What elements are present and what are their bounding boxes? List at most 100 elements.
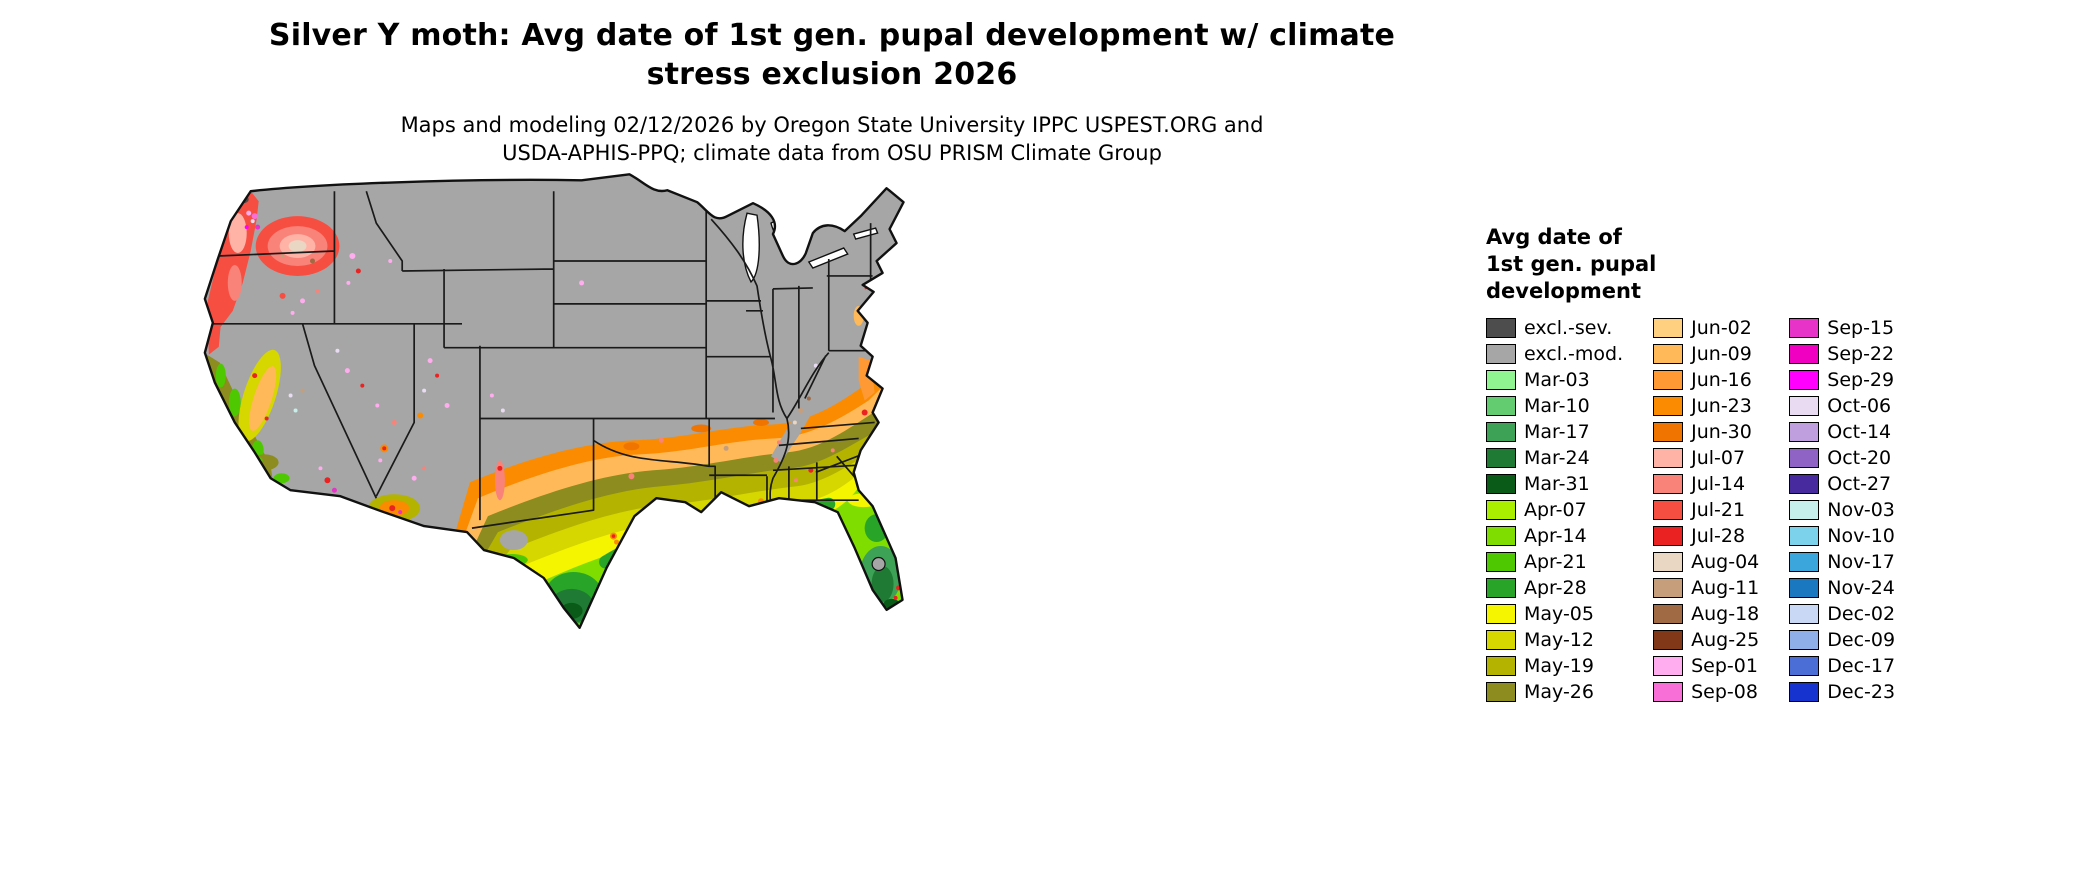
legend-entry: Jun-23 [1653, 393, 1759, 419]
pacific-northwest-zone [207, 191, 585, 327]
legend-swatch [1486, 577, 1516, 598]
legend-entry: Jul-28 [1653, 523, 1759, 549]
appalachian-exclusion-tongue [770, 378, 827, 463]
legend-entry: Sep-29 [1789, 367, 1895, 393]
legend-swatch [1789, 395, 1820, 416]
legend-entry: Nov-24 [1789, 575, 1895, 601]
state-borders [207, 190, 875, 529]
legend-entry: Mar-17 [1486, 419, 1623, 445]
legend-label: Jun-16 [1691, 368, 1752, 391]
legend-swatch [1486, 395, 1516, 416]
legend-label: Nov-10 [1827, 524, 1895, 547]
legend-label: excl.-mod. [1524, 342, 1624, 365]
legend-entry: Apr-14 [1486, 523, 1623, 549]
legend-swatch [1789, 603, 1820, 624]
legend-label: excl.-sev. [1524, 316, 1613, 339]
legend-swatch [1486, 343, 1516, 364]
legend-entry: Mar-10 [1486, 393, 1623, 419]
us-outline [203, 173, 905, 629]
legend-columns: excl.-sev. excl.-mod. Mar-03 Mar-10 Mar-17 Ma… [1486, 315, 2046, 705]
legend-entry: Sep-15 [1789, 315, 1895, 341]
us-landmass [204, 174, 904, 628]
legend-swatch [1486, 447, 1516, 468]
legend-entry: Sep-01 [1653, 653, 1759, 679]
legend-label: Apr-07 [1524, 498, 1587, 521]
legend-label: Aug-04 [1691, 550, 1760, 573]
us-map [163, 158, 1060, 663]
legend-title-line2: 1st gen. pupal [1486, 251, 1657, 276]
title-line2: stress exclusion 2026 [646, 57, 1018, 92]
legend-entry: excl.-mod. [1486, 341, 1623, 367]
legend-swatch [1789, 681, 1820, 702]
legend-entry: Mar-24 [1486, 445, 1623, 471]
legend-entry: May-05 [1486, 601, 1623, 627]
legend-label: Jun-23 [1691, 394, 1752, 417]
legend-label: Jul-21 [1691, 498, 1746, 521]
legend-label: Aug-18 [1691, 602, 1760, 625]
legend-entry: Aug-11 [1653, 575, 1759, 601]
legend-entry: Oct-20 [1789, 445, 1895, 471]
legend-title: Avg date of 1st gen. pupal development [1486, 224, 2046, 305]
legend-label: Mar-10 [1524, 394, 1590, 417]
lake-okeechobee [871, 556, 886, 572]
legend-entry: Nov-10 [1789, 523, 1895, 549]
legend-swatch [1653, 603, 1684, 624]
legend-entry: Jun-30 [1653, 419, 1759, 445]
legend-entry: Dec-09 [1789, 627, 1895, 653]
legend-entry: Aug-25 [1653, 627, 1759, 653]
legend-entry: Mar-03 [1486, 367, 1623, 393]
legend-swatch [1486, 317, 1516, 338]
legend-swatch [1653, 317, 1684, 338]
legend-label: Nov-17 [1827, 550, 1895, 573]
legend-swatch [1486, 551, 1516, 572]
lake-michigan [742, 212, 760, 284]
legend-entry: Oct-06 [1789, 393, 1895, 419]
legend-label: May-19 [1524, 654, 1594, 677]
legend-label: Mar-03 [1524, 368, 1590, 391]
legend-swatch [1653, 525, 1684, 546]
legend-swatch [1486, 603, 1516, 624]
legend-swatch [1789, 655, 1820, 676]
legend-swatch [1486, 421, 1516, 442]
legend-swatch [1789, 551, 1820, 572]
legend-column: Sep-15 Sep-22 Sep-29 Oct-06 Oct-14 Oct-20 Oct-… [1789, 315, 1895, 705]
legend-label: Jul-14 [1691, 472, 1746, 495]
legend-label: Oct-20 [1827, 446, 1892, 469]
legend-entry: May-19 [1486, 653, 1623, 679]
legend-label: Nov-03 [1827, 498, 1895, 521]
legend-label: Oct-06 [1827, 394, 1892, 417]
legend-entry: Aug-18 [1653, 601, 1759, 627]
legend-swatch [1653, 421, 1684, 442]
legend-swatch [1789, 577, 1820, 598]
legend-entry: Nov-17 [1789, 549, 1895, 575]
legend-label: Dec-23 [1827, 680, 1896, 703]
legend-swatch [1486, 369, 1516, 390]
california-zone [204, 323, 337, 493]
legend-swatch [1653, 629, 1684, 650]
legend-entry: Mar-31 [1486, 471, 1623, 497]
legend-swatch [1789, 421, 1820, 442]
legend-entry: Oct-14 [1789, 419, 1895, 445]
legend-swatch [1486, 629, 1516, 650]
legend-label: Sep-22 [1827, 342, 1895, 365]
legend-label: May-12 [1524, 628, 1594, 651]
legend-entry: Dec-02 [1789, 601, 1895, 627]
legend-entry: Dec-23 [1789, 679, 1895, 705]
legend-column: Jun-02 Jun-09 Jun-16 Jun-23 Jun-30 Jul-07 Jul-… [1653, 315, 1759, 705]
legend-swatch [1789, 525, 1820, 546]
legend-label: Sep-29 [1827, 368, 1895, 391]
legend-swatch [1653, 369, 1684, 390]
legend-entry: Apr-28 [1486, 575, 1623, 601]
legend-swatch [1789, 343, 1820, 364]
legend-swatch [1653, 551, 1684, 572]
legend-label: Dec-17 [1827, 654, 1896, 677]
legend-entry: Jul-21 [1653, 497, 1759, 523]
legend-title-line1: Avg date of [1486, 225, 1622, 249]
legend-label: Jul-28 [1691, 524, 1746, 547]
legend-label: Dec-09 [1827, 628, 1896, 651]
legend-entry: Dec-17 [1789, 653, 1895, 679]
legend-entry: Jun-09 [1653, 341, 1759, 367]
map-header: Silver Y moth: Avg date of 1st gen. pupa… [0, 16, 1664, 167]
legend-entry: Jun-02 [1653, 315, 1759, 341]
legend-swatch [1789, 447, 1820, 468]
